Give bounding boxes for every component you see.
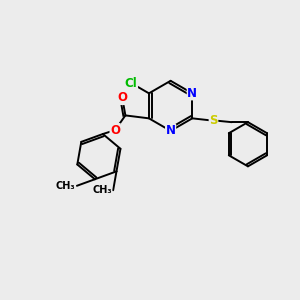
Text: O: O	[110, 124, 120, 136]
Text: N: N	[187, 87, 197, 100]
Text: O: O	[118, 92, 128, 104]
Text: N: N	[166, 124, 176, 137]
Text: S: S	[209, 114, 218, 127]
Text: CH₃: CH₃	[56, 181, 75, 191]
Text: CH₃: CH₃	[92, 185, 112, 195]
Text: Cl: Cl	[125, 76, 137, 89]
